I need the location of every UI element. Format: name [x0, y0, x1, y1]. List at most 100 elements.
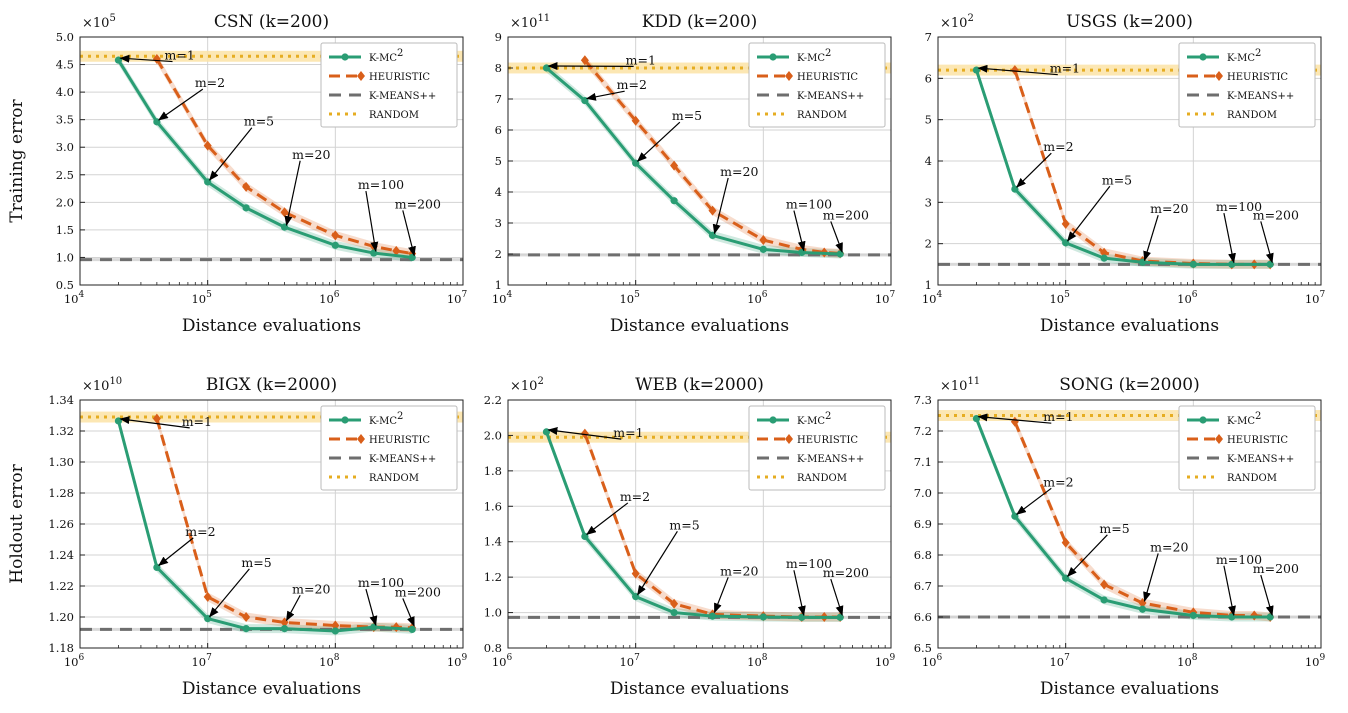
y-tick-label: 1.24 — [48, 548, 74, 562]
annotation-label: m=100 — [786, 556, 832, 571]
legend-name: HEURISTIC — [1227, 72, 1288, 83]
y-tick-label: 7.0 — [914, 486, 932, 500]
legend-box — [320, 405, 458, 491]
x-axis-label: Distance evaluations — [182, 679, 361, 699]
legend-box — [748, 42, 886, 128]
y-tick-label: 3.0 — [56, 140, 74, 154]
heuristic-point — [670, 598, 679, 609]
legend-label-heur: HEURISTIC — [797, 72, 858, 83]
heuristic-point — [759, 235, 768, 246]
y-tick-label: 4.5 — [56, 58, 74, 72]
annotation-arrow — [830, 221, 843, 253]
x-tick-label: 104 — [492, 290, 513, 306]
legend-name: RANDOM — [797, 473, 847, 484]
annotation-label: m=20 — [720, 563, 758, 578]
heuristic-point — [631, 115, 640, 126]
annotation-arrow — [158, 537, 194, 567]
x-tick-base: 10 — [1177, 292, 1192, 306]
legend-name: K-MC — [797, 416, 825, 427]
multiplier-base: ×10 — [940, 16, 967, 31]
kmc2-point — [1228, 260, 1236, 268]
y-tick-label: 1.0 — [484, 606, 502, 620]
annotation-label: m=5 — [1099, 521, 1129, 536]
x-tick-label: 107 — [1305, 290, 1326, 306]
annotation-label: m=1 — [1050, 61, 1080, 76]
y-tick-label: 6.7 — [914, 579, 932, 593]
legend-marker-kmc2 — [769, 416, 777, 424]
annotation-label: m=20 — [1150, 201, 1188, 216]
heuristic-point — [670, 160, 679, 171]
y-tick-label: 8 — [495, 61, 502, 75]
y-tick-label: 1.4 — [484, 535, 502, 549]
y-tick-label: 1.28 — [48, 486, 74, 500]
legend-label-rand: RANDOM — [797, 110, 847, 121]
y-tick-label: 6.8 — [914, 548, 932, 562]
kmc2-line — [975, 69, 1271, 266]
multiplier-exp: 11 — [537, 13, 550, 24]
x-tick-base: 10 — [447, 655, 462, 669]
y-tick-label: 2.5 — [56, 168, 74, 182]
x-tick-exp: 7 — [461, 290, 467, 300]
x-tick-label: 107 — [1049, 653, 1070, 669]
annotation-arrow — [1143, 553, 1159, 603]
x-tick-base: 10 — [319, 292, 334, 306]
heuristic-point — [152, 413, 161, 424]
y-tick-label: 3.5 — [56, 113, 74, 127]
x-tick-exp: 5 — [1064, 290, 1070, 300]
legend-label-rand: RANDOM — [1227, 110, 1277, 121]
legend-label-kmpp: K-MEANS++ — [797, 91, 864, 102]
random-band — [938, 64, 1321, 76]
legend-label-rand: RANDOM — [1227, 473, 1277, 484]
x-tick-label: 104 — [922, 290, 943, 306]
annotation-label: m=1 — [165, 48, 195, 63]
y-tick-label: 1.26 — [48, 517, 74, 531]
annotation-label: m=2 — [195, 75, 225, 90]
x-tick-label: 106 — [922, 653, 943, 669]
legend-marker-heur — [1215, 434, 1223, 444]
legend-name: K-MEANS++ — [797, 454, 864, 465]
y-tick-label: 7 — [495, 92, 502, 106]
axis-multiplier: ×1010 — [82, 376, 122, 394]
heuristic-point — [580, 428, 589, 439]
heuristic-point — [1100, 579, 1109, 590]
plot-frame — [79, 36, 464, 286]
heuristic-point — [203, 591, 212, 602]
chart-title: USGS (k=200) — [1066, 12, 1193, 32]
y-tick-label: 1.2 — [484, 570, 502, 584]
x-tick-base: 10 — [319, 655, 334, 669]
legend-name: HEURISTIC — [797, 435, 858, 446]
legend-label-kmc2: K-MC2 — [369, 411, 403, 427]
y-tick-label: 5.0 — [56, 30, 74, 44]
legend-sup: 2 — [1255, 411, 1261, 422]
legend-sup: 2 — [825, 48, 831, 59]
x-tick-label: 106 — [319, 290, 340, 306]
annotation-arrow — [793, 210, 806, 252]
kmc2-point — [798, 248, 806, 257]
x-tick-exp: 5 — [206, 290, 212, 300]
heuristic-point — [152, 54, 161, 65]
x-tick-exp: 6 — [334, 290, 340, 300]
x-tick-label: 106 — [747, 290, 768, 306]
heuristic-point — [392, 245, 401, 256]
multiplier-exp: 11 — [967, 376, 980, 387]
x-tick-exp: 4 — [78, 290, 84, 300]
y-tick-label: 1.22 — [48, 579, 74, 593]
heuristic-point — [1010, 65, 1019, 76]
legend-label-kmpp: K-MEANS++ — [797, 454, 864, 465]
y-tick-label: 0.8 — [484, 641, 502, 655]
annotation-label: m=200 — [395, 196, 441, 211]
heuristic-point — [331, 230, 340, 241]
heuristic-line — [155, 58, 413, 256]
legend-marker-kmc2 — [341, 53, 349, 61]
y-tick-label: 7.2 — [914, 424, 932, 438]
x-tick-base: 10 — [875, 655, 890, 669]
x-tick-exp: 6 — [78, 653, 84, 663]
x-tick-label: 107 — [875, 290, 896, 306]
annotation-arrow — [636, 121, 681, 162]
annotation-arrow — [209, 127, 253, 181]
legend: K-MC2 HEURISTIC K-MEANS++ RANDOM — [320, 405, 458, 491]
x-axis-label: Distance evaluations — [1040, 679, 1219, 699]
kmc2-point — [670, 608, 678, 617]
annotation-label: m=200 — [1253, 561, 1299, 576]
